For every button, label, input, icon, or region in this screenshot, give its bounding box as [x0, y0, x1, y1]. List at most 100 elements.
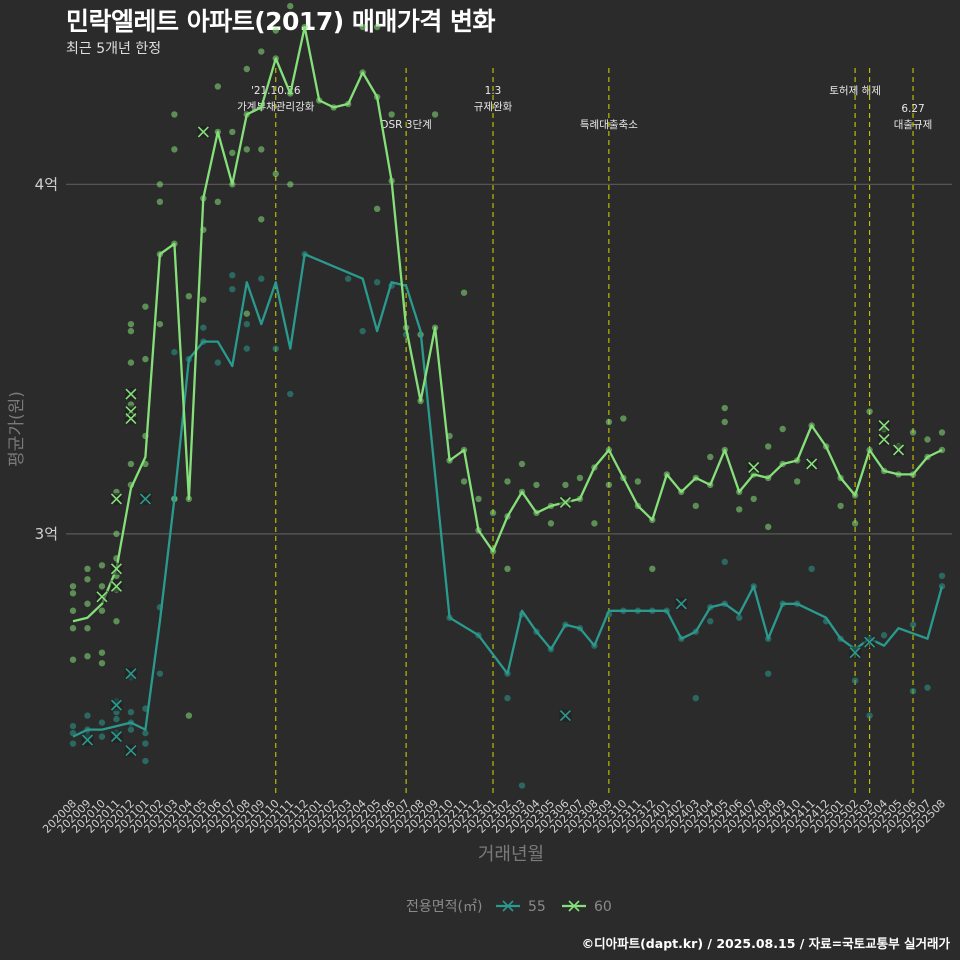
data-point — [258, 275, 265, 282]
data-point — [243, 345, 250, 352]
data-point — [142, 729, 149, 737]
event-label-line: 6.27 — [901, 103, 924, 115]
data-point — [736, 506, 743, 513]
data-point — [460, 289, 468, 296]
data-point — [258, 216, 265, 223]
data-point — [127, 708, 135, 716]
data-point — [344, 275, 352, 282]
cross-marker — [139, 493, 151, 505]
data-point — [504, 694, 511, 702]
cross-marker — [81, 734, 94, 746]
data-point — [142, 303, 149, 310]
data-point — [69, 656, 77, 663]
data-point — [938, 572, 946, 579]
data-point — [113, 618, 120, 625]
data-point — [156, 320, 164, 328]
data-point — [837, 502, 844, 510]
data-point — [229, 272, 236, 279]
data-point — [765, 443, 772, 450]
data-point — [707, 453, 714, 461]
data-point — [98, 583, 106, 590]
data-point — [243, 65, 250, 73]
legend: 전용면적(㎡) 55 60 — [406, 899, 612, 915]
cross-marker — [864, 636, 876, 648]
data-point — [258, 146, 265, 153]
source-caption: ©디아파트(dapt.kr) / 2025.08.15 / 자료=국토교통부 실… — [581, 936, 950, 951]
cross-marker — [125, 744, 137, 757]
cross-marker — [96, 591, 108, 603]
data-point — [750, 495, 757, 503]
data-point — [127, 359, 135, 366]
data-point — [200, 296, 207, 303]
data-point — [156, 670, 164, 677]
data-point — [84, 712, 91, 719]
data-point — [84, 576, 91, 583]
data-point — [793, 478, 801, 485]
data-point — [113, 715, 120, 723]
data-point — [692, 502, 699, 510]
data-point — [460, 478, 468, 485]
cross-marker — [125, 412, 137, 425]
data-point — [373, 205, 381, 212]
data-point — [518, 460, 526, 468]
data-point — [938, 429, 946, 436]
cross-marker — [748, 461, 760, 474]
data-point — [605, 418, 613, 426]
data-point — [98, 719, 106, 726]
data-point — [127, 460, 135, 468]
data-point — [518, 782, 526, 789]
data-point — [185, 712, 193, 719]
data-point — [808, 565, 815, 573]
y-tick-label: 3억 — [35, 525, 58, 543]
data-point — [373, 279, 381, 286]
data-point — [98, 649, 106, 656]
data-point — [765, 670, 772, 677]
data-point — [504, 565, 511, 573]
cross-marker — [559, 496, 571, 508]
data-point — [171, 146, 178, 153]
data-point — [229, 149, 236, 157]
data-point — [359, 327, 366, 335]
data-point — [924, 684, 931, 691]
event-label: 특례대출축소 — [580, 119, 638, 131]
data-point — [721, 418, 728, 426]
data-point — [504, 478, 511, 485]
data-point — [736, 614, 743, 621]
data-point — [84, 625, 91, 632]
data-point — [721, 404, 728, 412]
data-point — [142, 740, 149, 747]
data-point — [909, 687, 917, 695]
data-point — [243, 310, 250, 317]
data-point — [388, 111, 395, 118]
data-point — [258, 48, 265, 55]
data-point — [287, 2, 294, 10]
data-point — [475, 495, 482, 503]
data-point — [98, 607, 106, 614]
data-point — [866, 712, 873, 719]
data-point — [142, 355, 149, 363]
data-point — [113, 530, 120, 538]
data-point — [214, 198, 222, 206]
data-point — [866, 408, 873, 415]
data-point — [69, 607, 77, 614]
cross-marker — [892, 444, 905, 456]
cross-marker — [878, 433, 890, 446]
data-point — [98, 733, 106, 740]
series-line-55 — [72, 253, 944, 738]
data-point — [69, 590, 77, 597]
data-point — [272, 170, 279, 178]
data-point — [605, 481, 613, 489]
data-point — [851, 520, 859, 527]
data-point — [431, 111, 439, 118]
data-point — [243, 146, 250, 153]
data-point — [142, 757, 149, 765]
event-label-line: 가계부채관리강화 — [237, 101, 315, 113]
data-point — [214, 359, 222, 366]
data-point — [620, 415, 627, 422]
data-point — [171, 348, 178, 356]
data-point — [547, 520, 555, 527]
event-label: DSR 3단계 — [380, 119, 431, 131]
data-point — [909, 621, 917, 628]
series-55 — [69, 251, 946, 789]
